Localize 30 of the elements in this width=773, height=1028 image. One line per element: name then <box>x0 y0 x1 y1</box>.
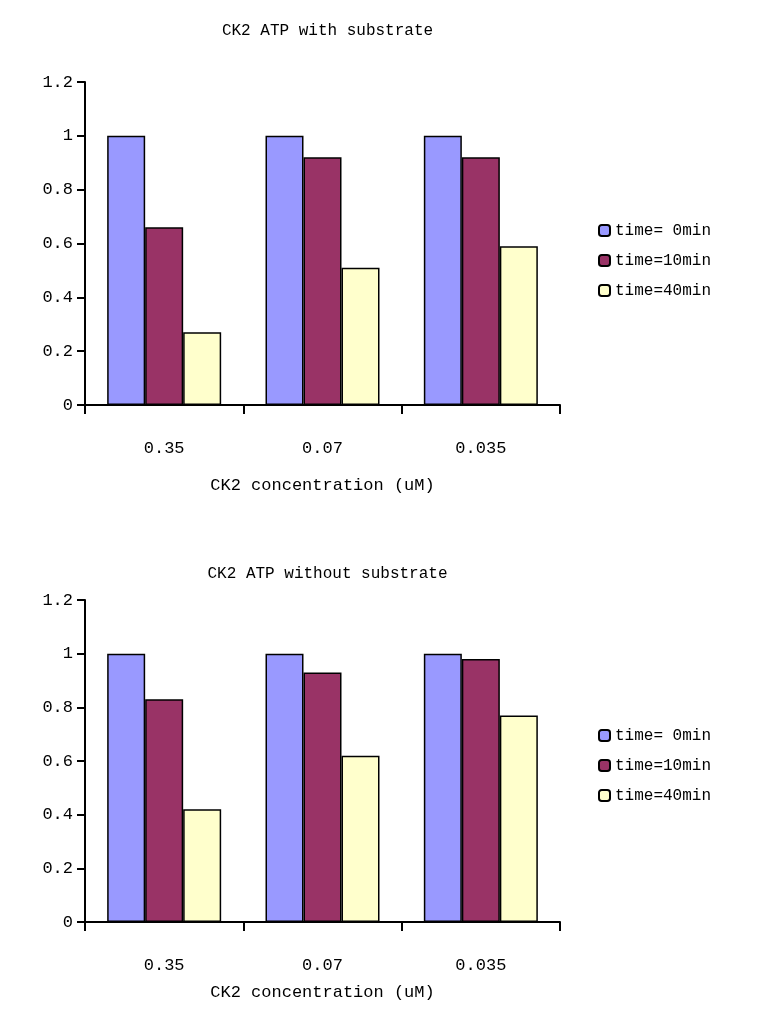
y-tick-label: 0.2 <box>42 858 73 878</box>
y-tick-label: 1.2 <box>42 590 73 610</box>
legend-label: time=10min <box>615 251 712 270</box>
y-tick-label: 0.6 <box>42 234 73 253</box>
y-tick-label: 0.6 <box>42 751 73 771</box>
y-tick-label: 0.4 <box>42 805 73 825</box>
x-tick-label: 0.35 <box>143 956 185 975</box>
legend-label: time=40min <box>615 786 712 805</box>
legend-label: time= 0min <box>615 221 712 240</box>
x-tick-label: 0.035 <box>455 956 507 975</box>
y-tick-label: 0 <box>62 395 73 415</box>
x-tick-label: 0.035 <box>455 439 507 458</box>
x-axis-title: CK2 concentration (uM) <box>210 983 435 1002</box>
legend-label: time=10min <box>615 756 712 775</box>
y-tick-label: 1.2 <box>42 72 73 92</box>
y-tick-label: 1 <box>62 644 73 664</box>
x-tick-label: 0.07 <box>302 439 343 458</box>
legend-label: time= 0min <box>615 726 712 745</box>
y-tick-label: 0.8 <box>42 697 73 717</box>
x-tick-label: 0.07 <box>302 956 343 975</box>
chart-title: CK2 ATP without substrate <box>207 565 448 583</box>
x-axis-title: CK2 concentration (uM) <box>210 476 435 495</box>
x-tick-label: 0.35 <box>143 439 185 458</box>
y-tick-label: 1 <box>62 126 73 146</box>
y-tick-label: 0 <box>62 912 73 932</box>
y-tick-label: 0.4 <box>42 287 73 307</box>
y-tick-label: 0.8 <box>42 180 73 200</box>
y-tick-label: 0.2 <box>42 341 73 361</box>
legend-label: time=40min <box>615 281 712 300</box>
chart-title: CK2 ATP with substrate <box>221 22 434 40</box>
